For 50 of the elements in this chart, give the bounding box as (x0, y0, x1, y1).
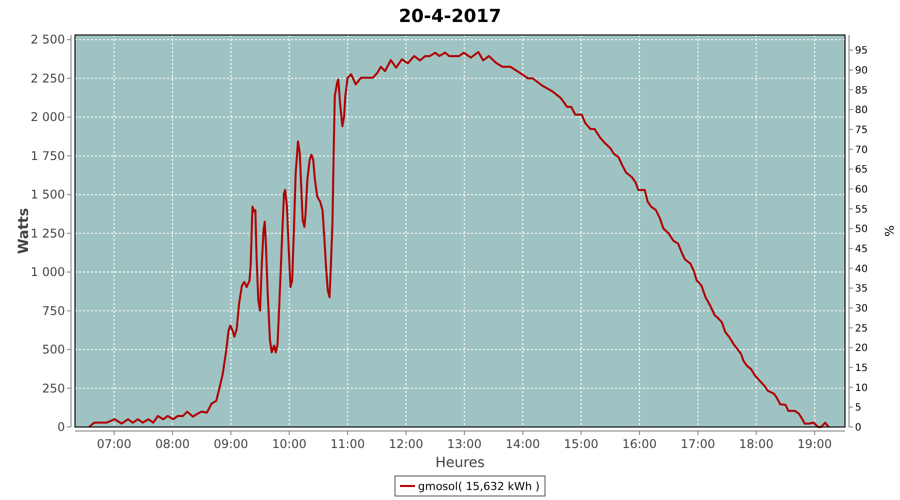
x-tick-label: 13:00 (447, 437, 482, 451)
y-tick-label: 1 250 (30, 226, 65, 240)
y-axis-title: Watts (16, 208, 32, 254)
y2-tick-label: 5 (855, 402, 862, 414)
y2-tick-label: 55 (855, 204, 868, 216)
y-tick-label: 1 750 (30, 148, 65, 163)
y2-tick-label: 65 (855, 164, 868, 176)
y2-tick-label: 70 (855, 144, 868, 156)
x-tick-label: 15:00 (564, 437, 598, 451)
legend-label: gmosol( 15,632 kWh ) (418, 480, 540, 493)
y2-tick-label: 0 (855, 422, 862, 434)
y-tick-label: 0 (57, 420, 65, 434)
y-tick-label: 2 000 (30, 110, 65, 124)
y2-tick-label: 80 (855, 105, 868, 116)
x-tick-label: 12:00 (388, 437, 424, 451)
x-tick-label: 07:00 (96, 437, 132, 451)
y2-tick-label: 20 (855, 343, 868, 354)
x-tick-label: 17:00 (680, 437, 716, 451)
y-tick-label: 750 (42, 304, 65, 318)
y2-tick-label: 50 (855, 224, 868, 236)
y2-axis-title: % (882, 225, 896, 237)
y-tick-label: 500 (42, 342, 65, 357)
chart-title: 20-4-2017 (398, 6, 502, 27)
y2-tick-label: 10 (855, 382, 868, 394)
y2-tick-label: 45 (855, 244, 868, 255)
x-tick-label: 09:00 (214, 437, 248, 451)
y2-tick-label: 35 (855, 284, 868, 295)
x-axis-title: Heures (435, 455, 485, 471)
x-tick-label: 11:00 (330, 437, 365, 451)
y2-tick-label: 40 (855, 264, 868, 275)
y2-tick-label: 15 (855, 362, 868, 374)
y2-tick-label: 30 (855, 303, 868, 314)
y2-tick-label: 85 (855, 85, 868, 96)
y-tick-label: 2 500 (30, 32, 65, 47)
y2-tick-label: 60 (855, 184, 868, 196)
y2-tick-label: 90 (855, 65, 868, 76)
x-tick-label: 16:00 (622, 437, 657, 451)
y2-tick-label: 25 (855, 323, 868, 334)
x-tick-label: 08:00 (155, 437, 190, 451)
y2-tick-label: 95 (855, 46, 868, 57)
y-tick-label: 1 000 (30, 265, 65, 280)
y-tick-label: 2 250 (30, 71, 65, 86)
line-series (88, 51, 830, 428)
x-tick-label: 18:00 (738, 437, 774, 451)
x-tick-label: 19:00 (797, 437, 832, 451)
y-tick-label: 1 500 (30, 188, 65, 202)
y2-tick-label: 75 (855, 124, 868, 136)
x-tick-label: 14:00 (505, 437, 540, 451)
y-tick-label: 250 (42, 381, 65, 396)
x-tick-label: 10:00 (272, 437, 307, 451)
